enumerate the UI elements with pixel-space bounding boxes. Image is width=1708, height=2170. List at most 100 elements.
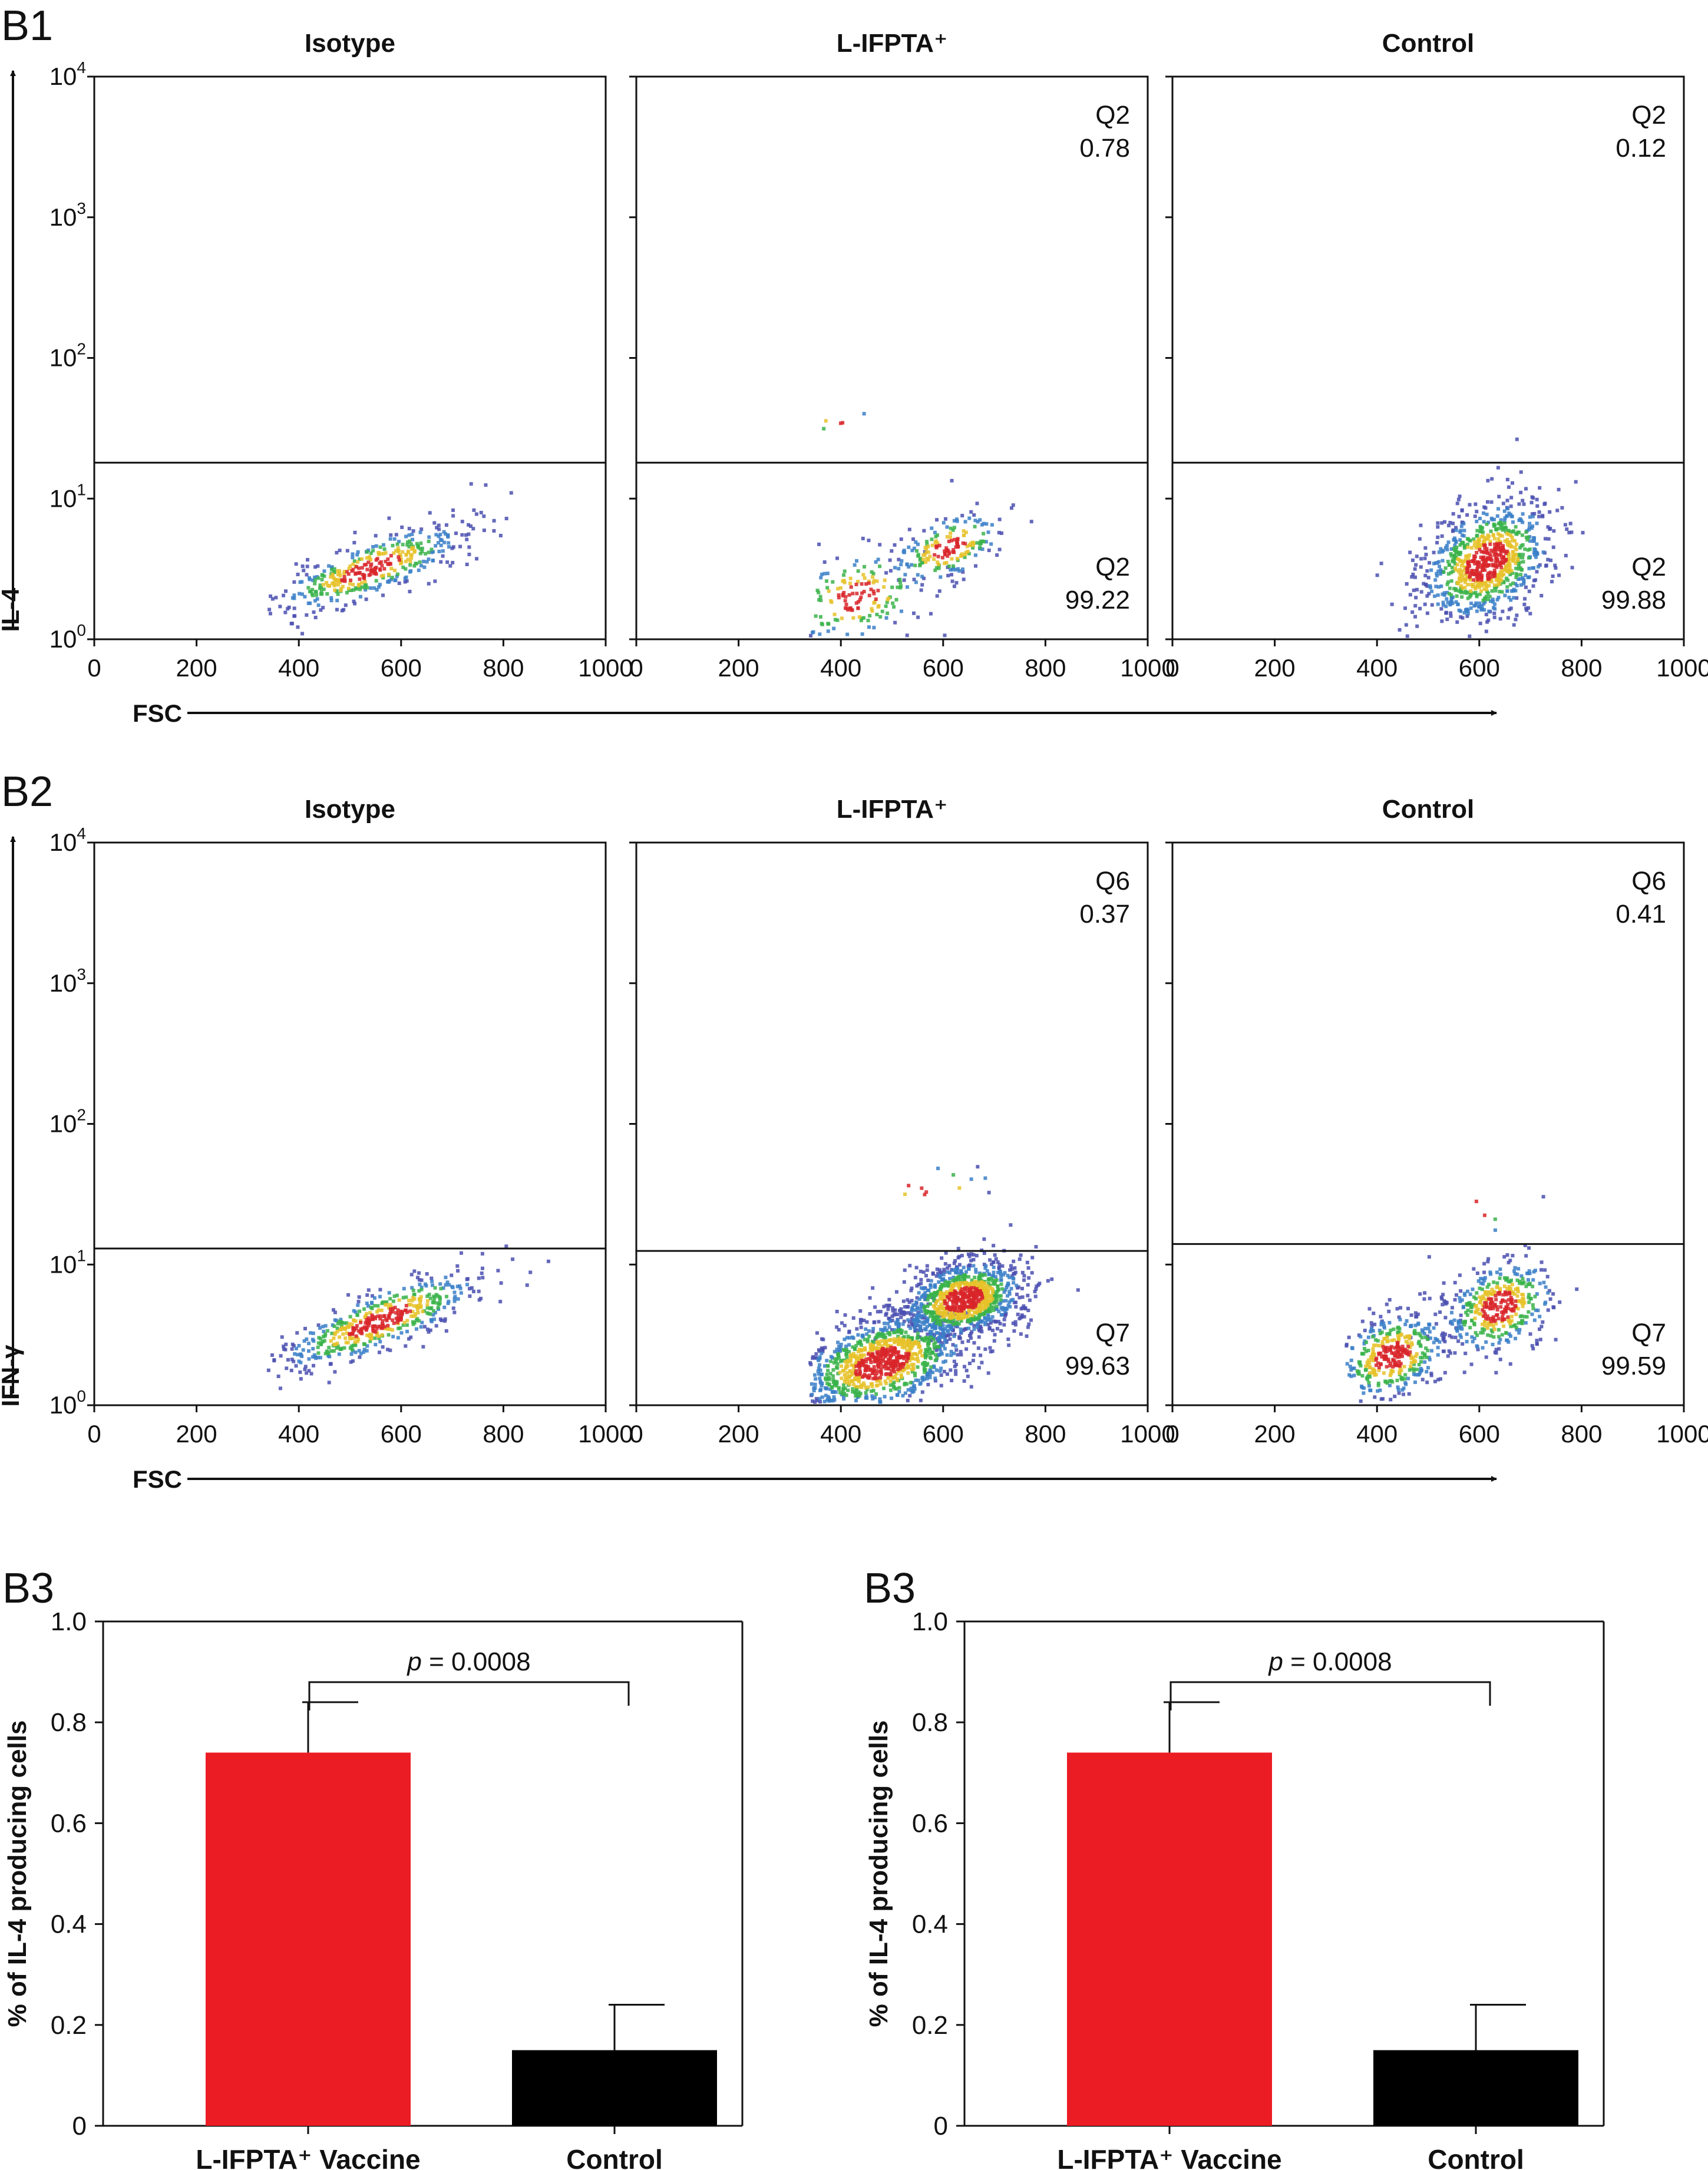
event-point: [953, 1332, 957, 1336]
event-point: [957, 1263, 962, 1267]
event-point: [1416, 1373, 1420, 1377]
event-point: [825, 1372, 829, 1376]
event-point: [446, 1302, 450, 1306]
event-point: [845, 1359, 850, 1363]
event-point: [1397, 1391, 1401, 1395]
event-point: [967, 1267, 971, 1271]
event-point: [369, 551, 373, 555]
event-point: [1480, 573, 1484, 577]
tick-base: 10: [49, 1250, 77, 1278]
event-point: [863, 1353, 867, 1358]
event-point: [1437, 560, 1441, 564]
event-point: [944, 1333, 949, 1337]
event-point: [1523, 597, 1527, 601]
event-point: [967, 1362, 972, 1366]
event-point: [1362, 1342, 1366, 1346]
event-point: [290, 1347, 294, 1351]
event-point: [361, 1326, 365, 1330]
event-point: [338, 569, 342, 573]
event-point: [897, 557, 901, 562]
event-point: [930, 1293, 934, 1297]
event-point: [905, 1344, 909, 1348]
event-point: [935, 1313, 939, 1317]
event-point: [1385, 1302, 1389, 1306]
event-point: [1519, 1320, 1524, 1325]
event-point: [939, 1322, 943, 1326]
event-point: [848, 606, 853, 610]
event-point: [1458, 573, 1462, 577]
event-point: [1414, 1314, 1418, 1319]
event-point: [965, 1281, 969, 1286]
event-point: [980, 1288, 984, 1292]
event-point: [1507, 596, 1511, 600]
event-point: [353, 530, 357, 534]
event-point: [1417, 1363, 1421, 1367]
event-point: [1457, 570, 1461, 574]
event-point: [983, 1302, 987, 1306]
event-point: [1480, 607, 1484, 611]
event-point: [959, 1350, 963, 1354]
event-point: [1466, 570, 1470, 574]
event-point: [999, 1298, 1003, 1302]
event-point: [822, 1364, 827, 1368]
event-point: [1375, 573, 1379, 577]
event-point: [1450, 1335, 1454, 1339]
event-point: [891, 1385, 896, 1389]
event-point: [936, 554, 940, 559]
event-point: [941, 1294, 946, 1298]
event-point: [963, 1303, 967, 1307]
event-point: [1498, 617, 1502, 621]
event-point: [1459, 524, 1463, 529]
event-point: [1445, 582, 1449, 586]
event-point: [1507, 1288, 1511, 1292]
event-point: [891, 1350, 895, 1355]
event-point: [394, 549, 398, 553]
event-point: [1487, 1291, 1491, 1295]
event-point: [973, 518, 977, 523]
event-point: [1567, 530, 1571, 534]
event-point: [1531, 584, 1535, 588]
event-point: [864, 1327, 868, 1331]
event-point: [1472, 1267, 1476, 1271]
event-point: [1458, 567, 1462, 572]
event-point: [951, 1286, 955, 1290]
event-point: [365, 567, 369, 572]
event-point: [366, 1323, 371, 1327]
event-point: [1497, 494, 1501, 498]
event-point: [938, 1326, 942, 1330]
event-point: [884, 604, 888, 608]
event-point: [983, 1176, 987, 1180]
event-point: [1498, 541, 1502, 546]
event-point: [1543, 537, 1547, 541]
event-point: [1527, 1310, 1531, 1314]
event-point: [982, 1237, 986, 1241]
event-point: [349, 588, 354, 592]
event-point: [1511, 481, 1515, 485]
event-point: [1465, 614, 1469, 618]
event-point: [922, 529, 926, 533]
event-point: [1511, 550, 1515, 554]
event-point: [952, 1334, 956, 1338]
event-point: [1462, 521, 1466, 526]
event-point: [963, 1314, 967, 1318]
event-point: [1006, 1337, 1010, 1342]
event-point: [974, 1310, 979, 1314]
event-point: [823, 1346, 827, 1350]
event-point: [967, 1326, 971, 1330]
event-point: [1350, 1346, 1354, 1350]
event-point: [860, 616, 864, 620]
event-point: [1463, 1293, 1467, 1297]
event-point: [1375, 1343, 1379, 1347]
event-point: [973, 553, 977, 557]
event-point: [870, 1385, 874, 1389]
event-point: [879, 1372, 883, 1376]
event-point: [1543, 1268, 1547, 1272]
event-point: [394, 578, 398, 582]
event-point: [869, 587, 873, 592]
event-point: [442, 530, 446, 534]
event-point: [1501, 609, 1505, 613]
y-tick-label: 104: [49, 824, 86, 856]
event-point: [970, 1313, 974, 1317]
event-point: [959, 1299, 963, 1303]
event-point: [955, 519, 959, 523]
